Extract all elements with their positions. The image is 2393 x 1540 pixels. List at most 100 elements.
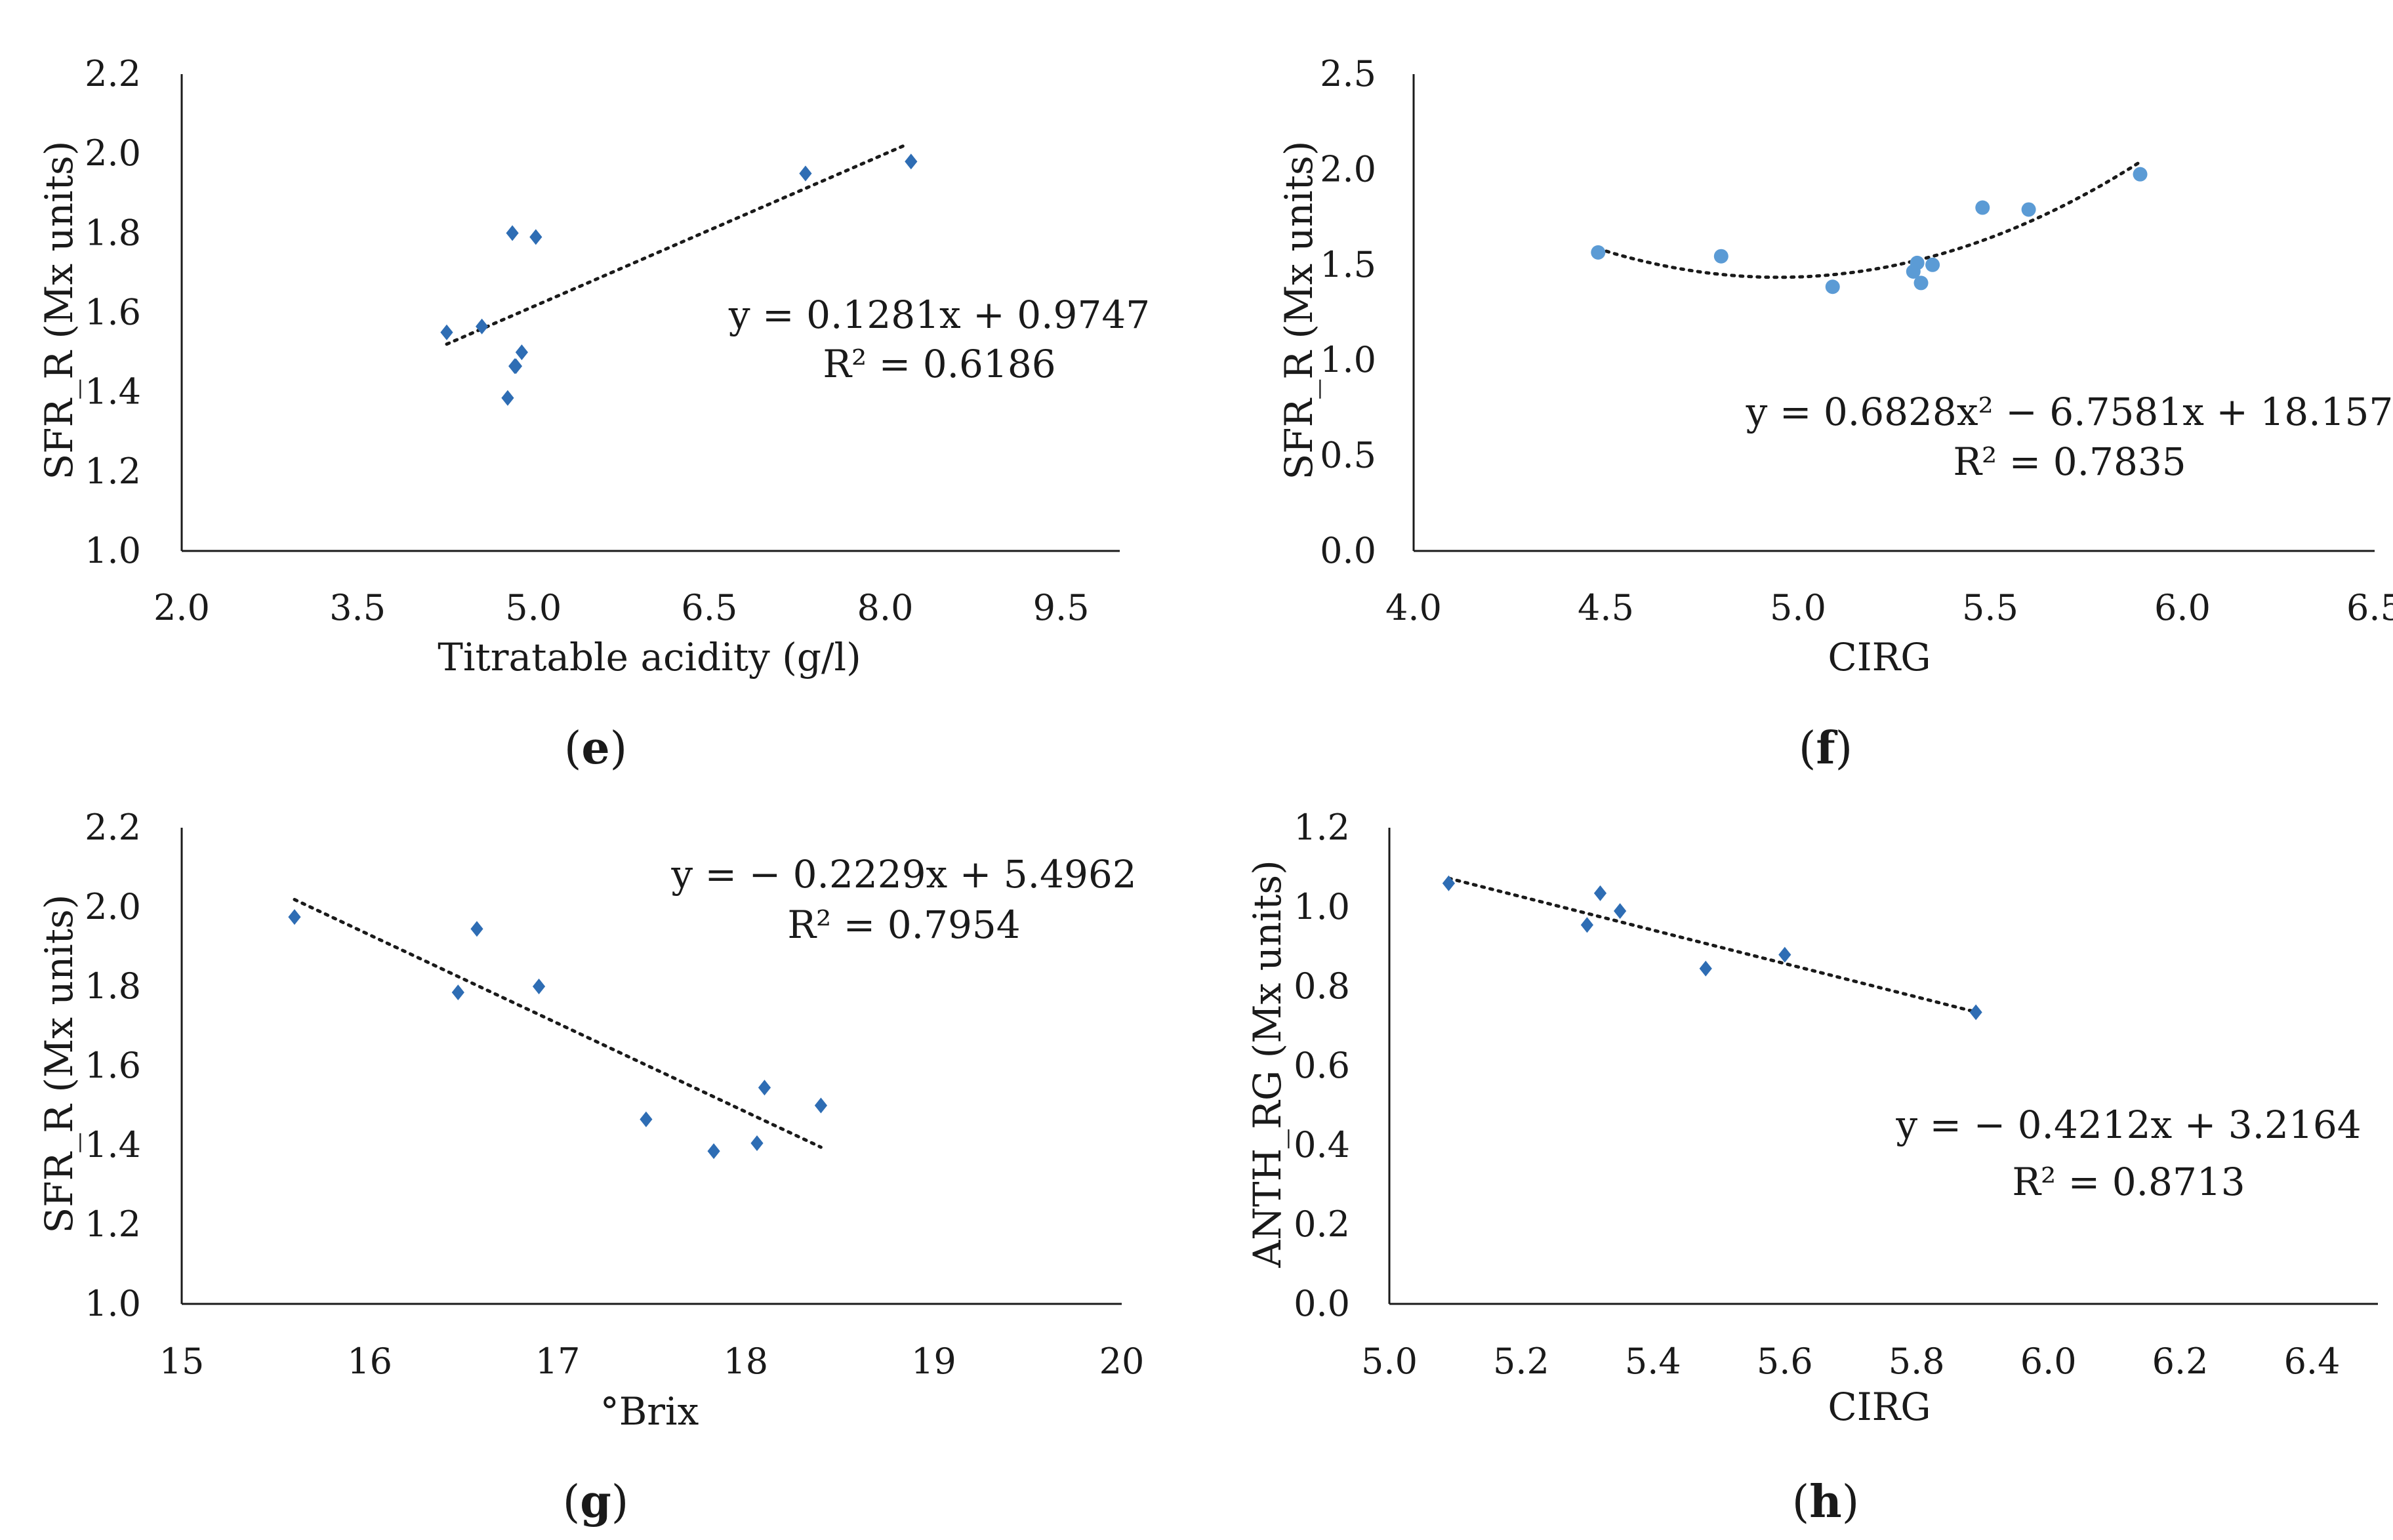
x-tick-label-h-5: 6.0 xyxy=(2020,1341,2077,1382)
data-point-e-0 xyxy=(440,324,453,340)
x-tick-label-f-4: 6.0 xyxy=(2154,587,2211,628)
x-axis-title-g: °Brix xyxy=(600,1389,699,1434)
data-point-f-7 xyxy=(1975,200,1990,215)
x-tick-label-h-3: 5.6 xyxy=(1757,1341,1813,1382)
x-tick-label-h-1: 5.2 xyxy=(1493,1341,1549,1382)
r-squared-g: R² = 0.7954 xyxy=(787,902,1020,947)
data-point-f-4 xyxy=(1910,255,1925,270)
y-tick-label-g-3: 1.6 xyxy=(85,1045,141,1086)
x-tick-label-f-3: 5.5 xyxy=(1962,587,2018,628)
x-tick-label-e-1: 3.5 xyxy=(329,587,386,628)
svg-text:(h): (h) xyxy=(1792,1476,1860,1528)
data-point-f-6 xyxy=(1925,257,1940,272)
y-tick-label-g-6: 2.2 xyxy=(85,807,141,848)
data-point-h-6 xyxy=(1969,1004,1982,1021)
plot-area-f: 4.0 4.5 5.0 5.5 6.0 6.5 0.0 0.5 1.0 1.5 2.0 2.5 xyxy=(1320,53,2393,628)
panel-h: 5.0 5.2 5.4 5.6 5.8 6.0 6.2 6.4 0.0 0.2 0.4 0.6 0.8 1… xyxy=(1245,807,2378,1528)
y-tick-label-h-5: 1.0 xyxy=(1294,886,1350,927)
panel-letter-g: g xyxy=(580,1476,611,1528)
x-tick-label-h-7: 6.4 xyxy=(2284,1341,2341,1382)
x-tick-label-h-0: 5.0 xyxy=(1361,1341,1418,1382)
y-tick-label-f-5: 2.5 xyxy=(1320,53,1376,94)
data-point-e-4 xyxy=(506,225,519,241)
y-tick-label-h-0: 0.0 xyxy=(1294,1283,1350,1324)
y-tick-label-e-5: 2.0 xyxy=(85,132,141,174)
y-tick-label-f-0: 0.0 xyxy=(1320,530,1376,571)
x-axis-title-h: CIRG xyxy=(1828,1385,1931,1429)
panel-label-h: (h) xyxy=(1792,1476,1860,1528)
y-tick-label-e-6: 2.2 xyxy=(85,53,141,94)
data-point-g-1 xyxy=(451,984,464,1001)
data-point-e-2 xyxy=(501,390,514,406)
trendline-h xyxy=(1446,876,1978,1014)
y-tick-label-f-4: 2.0 xyxy=(1320,148,1376,190)
x-tick-label-e-3: 6.5 xyxy=(681,587,737,628)
plot-area-e: 2.0 3.5 5.0 6.5 8.0 9.5 1.0 1.2 1.4 1.6 1.8 2.0 2.2 xyxy=(85,53,1120,628)
y-tick-label-h-6: 1.2 xyxy=(1294,807,1350,848)
plot-area-g: 15 16 17 18 19 20 1.0 1.2 1.4 1.6 1.8 2.0 2.2 xyxy=(85,807,1144,1382)
data-point-e-5 xyxy=(515,344,528,361)
x-tick-label-h-6: 6.2 xyxy=(2152,1341,2209,1382)
y-tick-label-e-3: 1.6 xyxy=(85,292,141,333)
panel-e: 2.0 3.5 5.0 6.5 8.0 9.51.01.21.41.61.82.02.2 … xyxy=(37,53,1150,775)
data-point-e-7 xyxy=(799,165,812,182)
y-tick-label-h-4: 0.8 xyxy=(1294,965,1350,1007)
x-tick-label-e-5: 9.5 xyxy=(1033,587,1090,628)
y-tick-label-f-1: 0.5 xyxy=(1320,435,1376,476)
panel-label-f: (f) xyxy=(1799,722,1852,775)
panel-letter-h: h xyxy=(1809,1476,1841,1528)
panel-g: 15 16 17 18 19 20 1.0 1.2 1.4 1.6 1.8 2.0 2.2 y = − … xyxy=(37,807,1144,1528)
x-tick-label-e-2: 5.0 xyxy=(505,587,562,628)
data-point-f-0 xyxy=(1591,245,1606,260)
x-tick-label-f-0: 4.0 xyxy=(1385,587,1442,628)
data-point-g-5 xyxy=(707,1143,720,1160)
r-squared-e: R² = 0.6186 xyxy=(823,342,1055,386)
x-tick-label-g-5: 20 xyxy=(1099,1341,1145,1382)
y-tick-label-g-0: 1.0 xyxy=(85,1283,141,1324)
data-point-g-6 xyxy=(750,1135,764,1151)
y-tick-label-h-2: 0.4 xyxy=(1294,1124,1350,1165)
equation-h: y = − 0.4212x + 3.2164 xyxy=(1895,1103,2361,1147)
data-point-f-9 xyxy=(2133,167,2148,182)
data-point-e-6 xyxy=(529,229,542,245)
equation-g: y = − 0.2229x + 5.4962 xyxy=(670,852,1136,897)
data-point-h-0 xyxy=(1442,875,1456,891)
data-point-g-2 xyxy=(470,921,483,937)
x-tick-label-e-0: 2.0 xyxy=(153,587,210,628)
x-tick-label-f-2: 5.0 xyxy=(1770,587,1826,628)
data-point-h-3 xyxy=(1614,903,1627,920)
plot-area-h: 5.0 5.2 5.4 5.6 5.8 6.0 6.2 6.4 0.0 0.2 0.4 0.6 0.8 1… xyxy=(1294,807,2378,1382)
data-point-h-4 xyxy=(1699,960,1712,977)
x-tick-label-g-0: 15 xyxy=(159,1341,205,1382)
equation-e: y = 0.1281x + 0.9747 xyxy=(728,293,1150,337)
data-point-h-5 xyxy=(1778,946,1791,963)
data-point-g-4 xyxy=(640,1111,653,1127)
data-point-e-9 xyxy=(508,358,522,375)
x-axis-title-e: Titratable acidity (g/l) xyxy=(438,635,861,679)
trendline-f xyxy=(1596,160,2142,279)
x-tick-label-g-2: 17 xyxy=(535,1341,581,1382)
data-point-h-1 xyxy=(1580,917,1593,933)
panel-label-e: (e) xyxy=(564,722,627,775)
data-point-g-3 xyxy=(532,979,546,994)
y-tick-label-g-1: 1.2 xyxy=(85,1204,141,1245)
r-squared-f: R² = 0.7835 xyxy=(1953,439,2186,484)
y-tick-label-e-0: 1.0 xyxy=(85,530,141,571)
x-tick-label-f-1: 4.5 xyxy=(1578,587,1634,628)
y-tick-label-g-2: 1.4 xyxy=(85,1124,141,1165)
trendline-g xyxy=(293,898,823,1149)
equation-f: y = 0.6828x² − 6.7581x + 18.157 xyxy=(1746,390,2393,434)
y-tick-label-f-3: 1.5 xyxy=(1320,244,1376,285)
svg-text:(f): (f) xyxy=(1799,722,1852,775)
x-tick-label-h-2: 5.4 xyxy=(1625,1341,1681,1382)
y-axis-title-f: SFR_R (Mx units) xyxy=(1277,141,1321,480)
data-point-e-1 xyxy=(476,318,489,334)
svg-text:(g): (g) xyxy=(563,1476,629,1528)
y-tick-label-e-4: 1.8 xyxy=(85,212,141,253)
data-point-f-5 xyxy=(1913,275,1929,291)
y-tick-label-g-4: 1.8 xyxy=(85,965,141,1007)
data-point-g-8 xyxy=(814,1097,828,1114)
panel-f: 4.0 4.5 5.0 5.5 6.0 6.5 0.0 0.5 1.0 1.5 2.0 2.5 y =… xyxy=(1277,53,2393,775)
y-axis-title-g: SFR_R (Mx units) xyxy=(37,895,81,1234)
